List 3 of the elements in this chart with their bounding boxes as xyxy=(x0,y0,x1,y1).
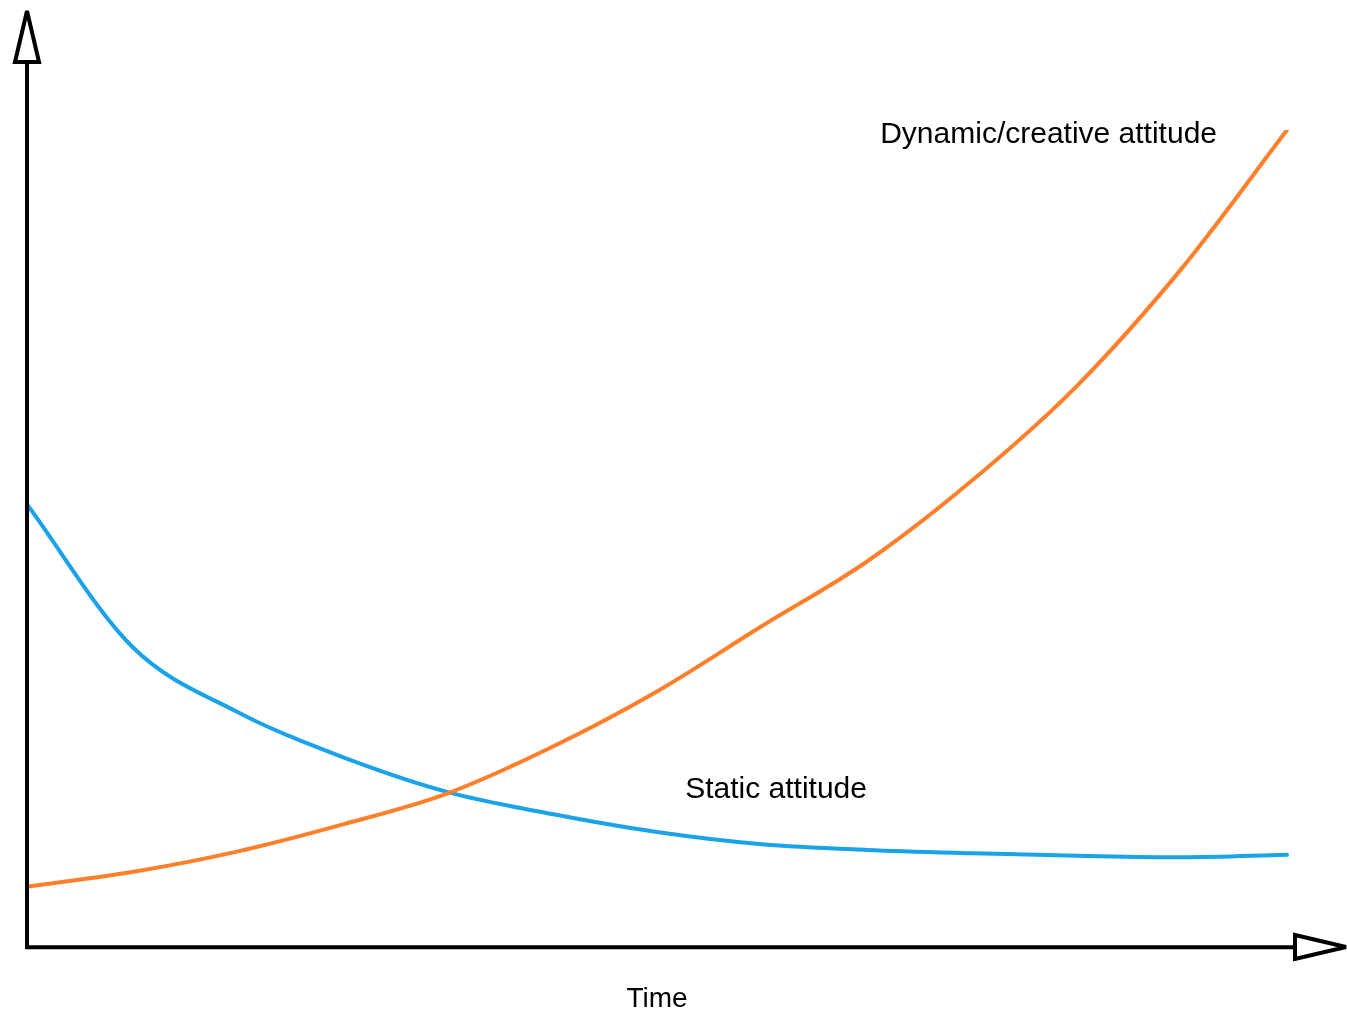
series-label: Static attitude xyxy=(685,771,867,805)
series-label: Dynamic/creative attitude xyxy=(880,116,1217,150)
x-axis-title: Time xyxy=(626,981,688,1013)
